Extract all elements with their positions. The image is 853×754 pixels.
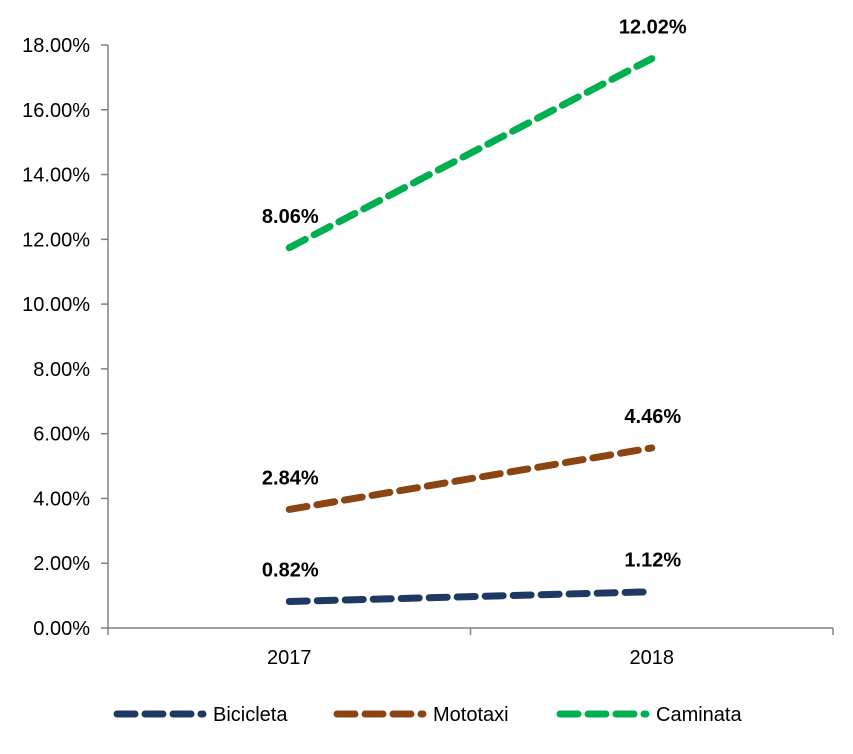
x-tick-label: 2018	[630, 647, 675, 669]
data-label-caminata: 8.06%	[262, 206, 319, 228]
y-tick-label: 18.00%	[22, 35, 90, 57]
x-axis: 2017 2018	[107, 627, 834, 669]
series-lines	[285, 55, 656, 605]
y-tick-label: 16.00%	[22, 100, 90, 122]
y-tick-label: 6.00%	[33, 424, 90, 446]
data-label-caminata: 12.02%	[619, 17, 687, 39]
data-labels: 0.82% 1.12% 2.84% 4.46% 8.06% 12.02%	[262, 17, 687, 582]
data-label-mototaxi: 4.46%	[624, 406, 681, 428]
legend-label-bicicleta: Bicicleta	[213, 704, 288, 726]
data-label-mototaxi: 2.84%	[262, 467, 319, 489]
y-tick-label: 12.00%	[22, 229, 90, 251]
y-tick-label: 4.00%	[33, 488, 90, 510]
y-tick-label: 2.00%	[33, 553, 90, 575]
x-tick-label: 2017	[267, 647, 312, 669]
legend-item-caminata: Caminata	[556, 704, 742, 726]
legend-label-mototaxi: Mototaxi	[433, 704, 509, 726]
legend: Bicicleta Mototaxi Caminata	[113, 704, 742, 726]
data-label-bicicleta: 1.12%	[624, 550, 681, 572]
legend-item-mototaxi: Mototaxi	[333, 704, 509, 726]
y-tick-label: 8.00%	[33, 359, 90, 381]
data-label-bicicleta: 0.82%	[262, 559, 319, 581]
legend-label-caminata: Caminata	[656, 704, 742, 726]
series-line-mototaxi	[285, 444, 656, 513]
y-tick-label: 0.00%	[33, 618, 90, 640]
y-tick-label: 14.00%	[22, 165, 90, 187]
y-axis: 0.00% 2.00% 4.00% 6.00% 8.00% 10.00% 12.00% 14.…	[22, 35, 109, 640]
legend-item-bicicleta: Bicicleta	[113, 704, 288, 726]
series-line-caminata	[285, 55, 656, 252]
y-tick-label: 10.00%	[22, 294, 90, 316]
series-line-bicicleta	[285, 588, 656, 605]
